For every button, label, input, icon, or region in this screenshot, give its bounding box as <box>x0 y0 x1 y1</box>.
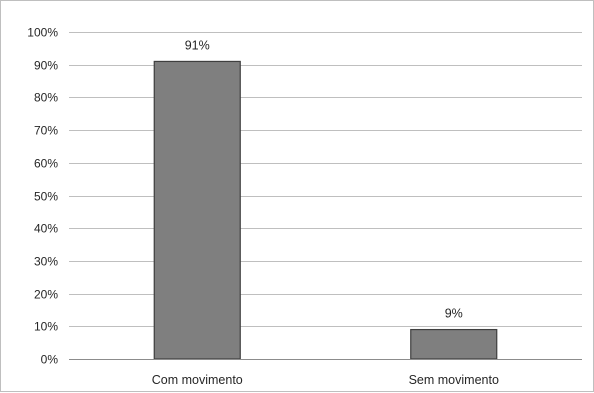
gridlines <box>69 32 582 327</box>
y-tick-label: 70% <box>34 124 58 138</box>
y-tick-label: 80% <box>34 91 58 105</box>
y-tick-label: 60% <box>34 157 58 171</box>
y-tick-label: 40% <box>34 222 58 236</box>
data-label: 91% <box>185 38 210 52</box>
y-tick-label: 30% <box>34 255 58 269</box>
category-label: Sem movimento <box>409 373 499 387</box>
category-label: Com movimento <box>152 373 243 387</box>
y-tick-label: 90% <box>34 59 58 73</box>
y-tick-label: 0% <box>41 353 59 367</box>
bar <box>153 60 241 360</box>
y-tick-label: 50% <box>34 190 58 204</box>
bar <box>410 328 498 360</box>
y-axis-tick-labels: 0% 10% 20% 30% 40% 50% 60% 70% 80% 90% 100% <box>27 26 58 367</box>
x-axis-category-labels: Com movimento Sem movimento <box>152 373 499 387</box>
bars <box>153 60 498 360</box>
data-labels: 91% 9% <box>185 38 463 320</box>
y-tick-label: 100% <box>27 26 58 40</box>
y-tick-label: 20% <box>34 288 58 302</box>
y-tick-label: 10% <box>34 320 58 334</box>
data-label: 9% <box>445 307 463 321</box>
